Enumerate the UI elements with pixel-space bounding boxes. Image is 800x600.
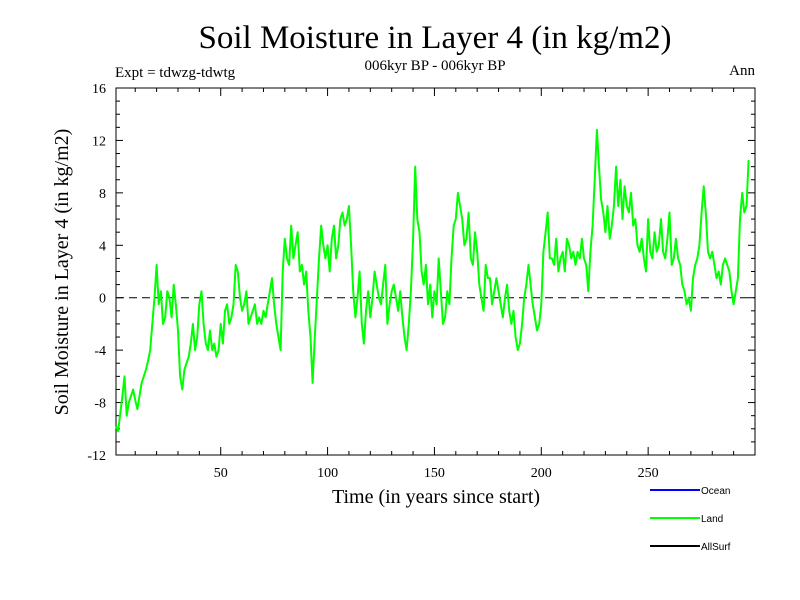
legend: Ocean Land AllSurf	[650, 486, 731, 553]
data-series	[115, 128, 750, 433]
chart-title: Soil Moisture in Layer 4 (in kg/m2)	[199, 20, 672, 56]
y-axis-label: Soil Moisture in Layer 4 (in kg/m2)	[51, 129, 73, 416]
legend-label-allsurf: AllSurf	[701, 542, 731, 553]
axis-ticks	[116, 87, 756, 456]
y-tick-label: 16	[92, 82, 106, 97]
x-tick-label: 200	[531, 466, 552, 481]
y-tick-label: -4	[94, 344, 106, 359]
plot-area	[115, 87, 756, 456]
y-tick-label: 4	[99, 239, 106, 254]
x-tick-label: 50	[214, 466, 228, 481]
y-tick-label: 0	[99, 292, 106, 307]
x-tick-labels: 50 100 150 200 250	[214, 466, 659, 481]
season-label: Ann	[729, 63, 755, 79]
y-tick-label: 8	[99, 187, 106, 202]
y-tick-label: 12	[92, 134, 106, 149]
y-tick-label: -12	[87, 449, 106, 464]
plot-frame	[115, 87, 756, 456]
legend-label-ocean: Ocean	[701, 486, 730, 497]
legend-label-land: Land	[701, 514, 723, 525]
period-label: 006kyr BP - 006kyr BP	[364, 58, 505, 74]
experiment-label: Expt = tdwzg-tdwtg	[115, 65, 236, 81]
series-line-land	[115, 128, 750, 433]
y-tick-label: -8	[94, 397, 106, 412]
x-tick-label: 250	[638, 466, 659, 481]
x-tick-label: 150	[424, 466, 445, 481]
y-tick-labels: -12 -8 -4 0 4 8 12 16	[87, 82, 106, 464]
x-tick-label: 100	[317, 466, 338, 481]
x-axis-label: Time (in years since start)	[332, 486, 540, 508]
